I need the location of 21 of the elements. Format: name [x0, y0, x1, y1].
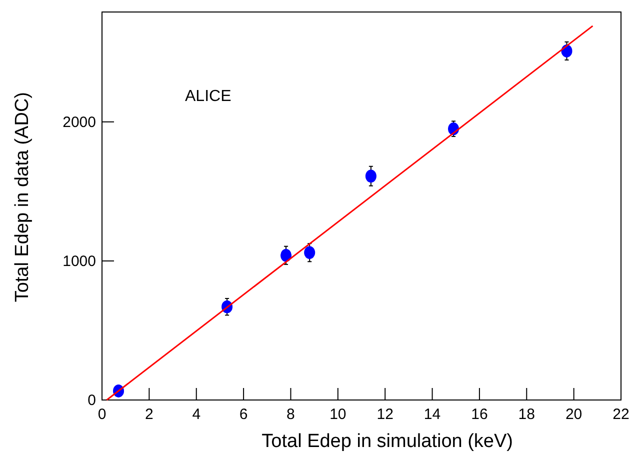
x-tick-label: 22	[612, 406, 629, 423]
x-tick-label: 20	[565, 406, 582, 423]
y-tick-label: 1000	[62, 252, 96, 270]
y-tick-label: 0	[88, 392, 96, 409]
annotation: ALICE	[185, 88, 232, 105]
x-tick-label: 8	[286, 406, 295, 423]
point	[280, 248, 292, 262]
x-axis-title: Total Edep in simulation (keV)	[262, 431, 513, 452]
x-tick-label: 6	[239, 406, 248, 423]
point	[304, 246, 316, 260]
point	[365, 170, 376, 183]
x-tick-label: 18	[518, 406, 535, 423]
x-tick-label: 12	[376, 406, 394, 423]
x-tick-label: 2	[145, 406, 154, 423]
x-tick-label: 10	[330, 406, 346, 423]
x-tick-label: 14	[424, 406, 441, 423]
y-axis-title: Total Edep in data (ADC)	[12, 92, 33, 302]
y-tick-label: 2000	[62, 114, 96, 131]
x-tick-label: 4	[192, 406, 201, 423]
x-tick-label: 0	[98, 406, 106, 423]
x-tick-label: 16	[471, 406, 488, 423]
